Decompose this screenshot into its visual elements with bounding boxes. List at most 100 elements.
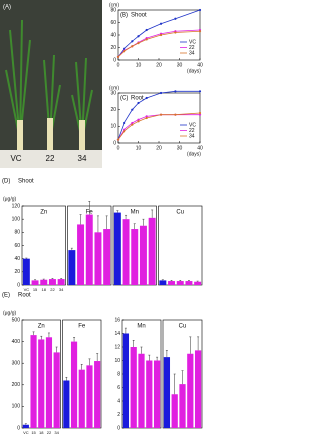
y-tick-label: 400 xyxy=(12,339,21,345)
facet-label: Mn xyxy=(131,210,139,216)
x-tick-label: 40 xyxy=(197,145,203,151)
bar xyxy=(122,333,130,428)
y-tick-label: 80 xyxy=(110,7,116,13)
bar xyxy=(179,384,186,428)
y-tick-label: 0 xyxy=(113,57,116,63)
x-tick-label: VC xyxy=(23,430,29,435)
y-tick-label: 10 xyxy=(114,358,120,364)
legend-label: 34 xyxy=(189,50,195,56)
facet-label: Mn xyxy=(137,324,145,330)
x-tick-label: 10 xyxy=(136,62,142,68)
error-bar xyxy=(197,336,200,351)
error-bar xyxy=(32,331,35,336)
y-tick-label: 8 xyxy=(117,371,120,377)
point xyxy=(145,116,148,120)
plant-label: 34 xyxy=(78,154,87,163)
point xyxy=(198,8,202,12)
point xyxy=(137,118,140,121)
bar xyxy=(94,361,101,428)
y-tick-label: 300 xyxy=(12,361,21,367)
x-tick-label: 18 xyxy=(42,287,47,292)
bar xyxy=(113,212,121,285)
y-tick-label: 0 xyxy=(17,425,20,431)
y-tick-label: 6 xyxy=(117,385,120,391)
y-tick-label: 0 xyxy=(117,425,120,431)
error-bar xyxy=(156,356,159,361)
x-axis-label: (days) xyxy=(187,151,201,157)
x-axis-label: (days) xyxy=(187,68,201,74)
point xyxy=(198,30,202,33)
error-bar xyxy=(25,257,28,259)
error-bar xyxy=(116,210,119,213)
bar xyxy=(53,352,60,428)
x-tick-label: 22 xyxy=(50,287,55,292)
y-axis-label: (cm) xyxy=(109,2,119,8)
error-bar xyxy=(40,335,43,340)
chart-title: Root xyxy=(131,96,144,102)
bar xyxy=(22,424,29,428)
bar xyxy=(171,394,178,428)
y-tick-label: 60 xyxy=(110,20,116,26)
y-tick-label: 30 xyxy=(110,90,116,96)
point xyxy=(159,113,163,116)
point xyxy=(145,38,148,41)
y-tick-label: 100 xyxy=(12,216,21,222)
bar xyxy=(31,280,39,285)
point xyxy=(116,55,120,58)
point xyxy=(123,47,126,50)
x-tick-label: 22 xyxy=(47,430,52,435)
error-bar xyxy=(88,201,91,215)
y-tick-label: 100 xyxy=(12,404,21,410)
point xyxy=(198,113,202,116)
error-bar xyxy=(132,340,135,347)
error-bar xyxy=(96,353,99,362)
plant-bases xyxy=(17,118,85,150)
y-tick-label: 20 xyxy=(110,107,116,113)
error-bar xyxy=(105,215,108,230)
error-bar xyxy=(125,214,128,220)
point xyxy=(131,108,134,111)
y-tick-label: 80 xyxy=(14,230,20,236)
bar xyxy=(40,279,48,285)
bar xyxy=(163,357,171,428)
series-line xyxy=(117,29,201,58)
point xyxy=(174,31,177,34)
bar xyxy=(146,360,153,428)
y-tick-label: 0 xyxy=(17,282,20,288)
bar xyxy=(122,219,130,285)
facet-label: Fe xyxy=(86,210,94,216)
panel-label: (D) xyxy=(2,179,10,185)
error-bar xyxy=(133,223,136,230)
point xyxy=(137,120,140,123)
y-tick-label: 4 xyxy=(117,398,120,404)
point xyxy=(131,40,134,43)
facet-label: Cu xyxy=(179,324,187,330)
x-tick-label: 30 xyxy=(177,62,183,68)
plant-label: VC xyxy=(10,154,21,163)
y-tick-label: 20 xyxy=(110,45,116,51)
y-tick-label: 120 xyxy=(12,203,21,209)
error-bar xyxy=(79,214,82,225)
point xyxy=(123,121,126,125)
chart-title: Root xyxy=(18,293,31,299)
chart-title: Shoot xyxy=(131,13,147,19)
legend-label: 22 xyxy=(189,128,195,134)
error-bar xyxy=(80,364,83,370)
chart-title: Shoot xyxy=(18,179,34,185)
bar xyxy=(86,365,93,428)
error-bar xyxy=(65,376,68,381)
y-axis-label: (μg/g) xyxy=(3,310,16,316)
facet-label: Zn xyxy=(38,324,45,330)
legend-label: 34 xyxy=(189,133,195,139)
x-tick-label: 0 xyxy=(117,145,120,151)
bar xyxy=(85,214,93,285)
error-bar xyxy=(34,279,37,281)
point xyxy=(198,111,202,115)
y-tick-label: 2 xyxy=(117,412,120,418)
error-bar xyxy=(142,218,145,226)
bar xyxy=(159,280,167,285)
photo-floor xyxy=(0,150,102,168)
point xyxy=(174,113,177,116)
point xyxy=(131,123,134,126)
